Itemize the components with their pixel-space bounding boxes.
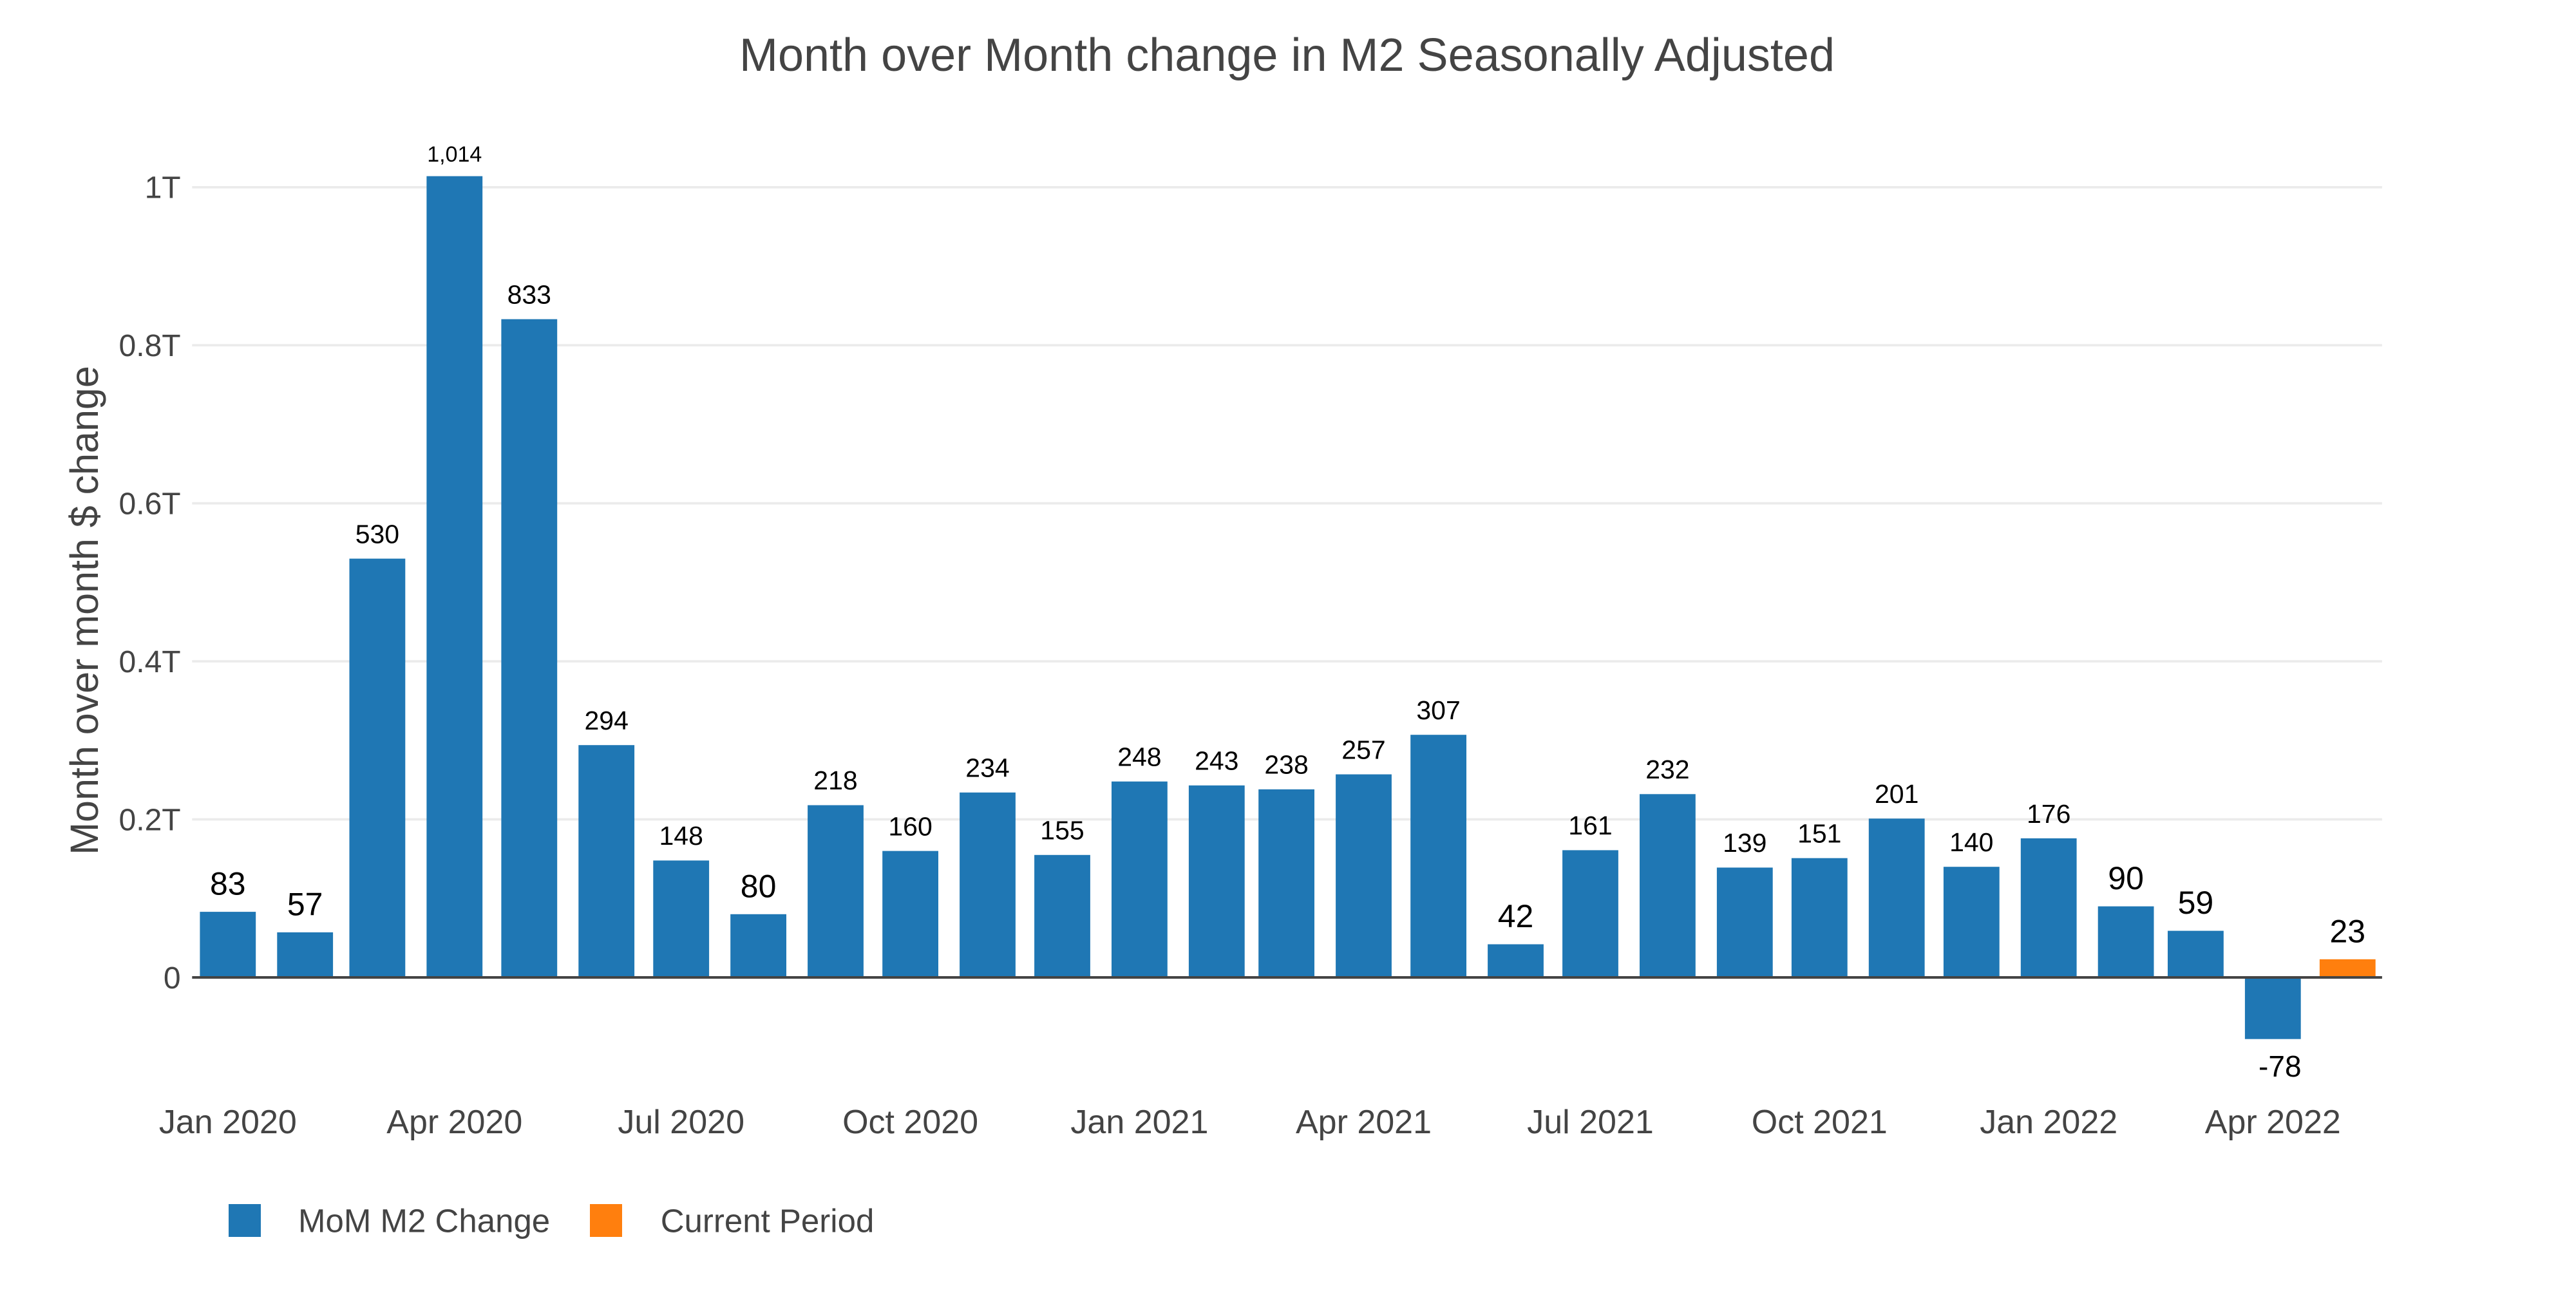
svg-text:161: 161 <box>1568 811 1612 840</box>
svg-text:294: 294 <box>584 706 628 735</box>
svg-text:232: 232 <box>1645 755 1689 784</box>
svg-text:530: 530 <box>355 519 399 549</box>
svg-text:83: 83 <box>210 866 246 902</box>
svg-text:0.4T: 0.4T <box>119 645 181 679</box>
svg-text:140: 140 <box>1949 827 1993 857</box>
svg-text:0.8T: 0.8T <box>119 329 181 363</box>
svg-text:139: 139 <box>1723 828 1766 858</box>
svg-text:0: 0 <box>164 961 181 995</box>
svg-text:80: 80 <box>741 868 777 904</box>
svg-text:Jan 2020: Jan 2020 <box>159 1104 297 1141</box>
svg-text:0.2T: 0.2T <box>119 803 181 837</box>
svg-text:59: 59 <box>2178 885 2214 921</box>
svg-text:151: 151 <box>1797 818 1841 848</box>
svg-text:243: 243 <box>1195 746 1238 776</box>
svg-text:Jul 2021: Jul 2021 <box>1527 1104 1654 1141</box>
svg-text:176: 176 <box>2027 799 2070 829</box>
svg-text:248: 248 <box>1117 742 1161 771</box>
svg-text:-78: -78 <box>2259 1050 2301 1083</box>
svg-text:155: 155 <box>1040 816 1084 845</box>
svg-text:160: 160 <box>888 811 932 841</box>
svg-text:Oct 2021: Oct 2021 <box>1752 1104 1888 1141</box>
svg-text:57: 57 <box>287 887 323 923</box>
svg-text:Apr 2022: Apr 2022 <box>2205 1104 2341 1141</box>
svg-text:307: 307 <box>1416 695 1460 725</box>
svg-text:Oct 2020: Oct 2020 <box>842 1104 978 1141</box>
svg-text:Apr 2021: Apr 2021 <box>1296 1104 1432 1141</box>
svg-text:218: 218 <box>813 766 857 795</box>
svg-text:Month over Month change in M2: Month over Month change in M2 Seasonally… <box>739 30 1835 81</box>
svg-text:Month over month $ change: Month over month $ change <box>62 366 106 855</box>
svg-text:1T: 1T <box>145 171 181 205</box>
svg-text:90: 90 <box>2108 860 2144 896</box>
svg-text:Jan 2021: Jan 2021 <box>1070 1104 1208 1141</box>
svg-text:148: 148 <box>659 821 703 851</box>
svg-text:MoM M2 Change: MoM M2 Change <box>298 1202 550 1239</box>
svg-text:238: 238 <box>1264 750 1308 780</box>
svg-text:1,014: 1,014 <box>427 142 482 167</box>
svg-text:201: 201 <box>1875 779 1918 809</box>
svg-text:Current Period: Current Period <box>661 1202 875 1239</box>
svg-text:23: 23 <box>2329 913 2365 949</box>
svg-text:833: 833 <box>507 280 551 310</box>
svg-text:Apr 2020: Apr 2020 <box>386 1104 522 1141</box>
svg-text:234: 234 <box>965 753 1009 783</box>
svg-text:0.6T: 0.6T <box>119 487 181 522</box>
svg-text:42: 42 <box>1498 898 1534 934</box>
svg-text:257: 257 <box>1341 735 1385 764</box>
svg-text:Jul 2020: Jul 2020 <box>618 1104 744 1141</box>
svg-text:Jan 2022: Jan 2022 <box>1980 1104 2117 1141</box>
